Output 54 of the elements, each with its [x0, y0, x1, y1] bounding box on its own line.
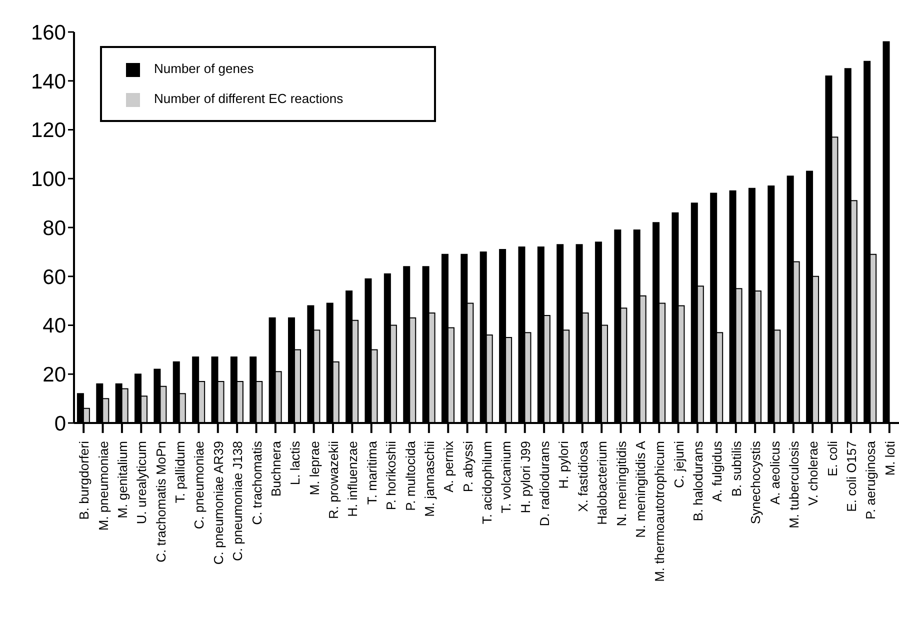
x-tick-label: U. urealyticum: [134, 441, 150, 524]
x-tick-label: T. volcanium: [498, 441, 514, 514]
x-tick-label: C. jejuni: [671, 440, 686, 488]
x-tick-label: P. horikoshii: [384, 440, 399, 510]
x-tick-label: A. fulgidus: [710, 440, 725, 502]
x-tick-label: H. influenzae: [345, 441, 360, 517]
x-tick-label: M. loti: [882, 440, 898, 476]
x-tick-label: Buchnera: [268, 440, 284, 497]
x-tick-label: R. prowazekii: [326, 440, 342, 520]
y-tick-label: 40: [42, 314, 66, 338]
x-tick-label: T. acidophilum: [480, 441, 494, 524]
x-tick-label: B. burgdorferi: [76, 440, 92, 520]
x-tick-label: X. fastidiosa: [575, 440, 590, 512]
y-tick-label: 160: [30, 21, 66, 44]
x-tick-label: P. abyssi: [460, 440, 476, 492]
y-tick-label: 140: [30, 70, 66, 94]
x-tick-label: M. jannaschii: [422, 440, 437, 517]
x-tick-label: B. halodurans: [690, 440, 706, 522]
y-tick-label: 120: [30, 119, 66, 142]
x-tick-label: T. maritima: [364, 440, 380, 505]
x-tick-label: E. coli: [824, 440, 840, 476]
x-tick-label: L. lactis: [288, 440, 303, 486]
y-tick-label: 100: [30, 168, 66, 192]
x-tick-label: Halobacterium: [594, 441, 610, 525]
x-tick-label: C. pneumoniae J138: [230, 441, 246, 561]
x-tick-label: M. leprae: [306, 441, 322, 496]
legend-label: Number of genes: [154, 61, 254, 76]
legend-label: Number of different EC reactions: [154, 91, 344, 106]
y-tick-label: 60: [42, 266, 66, 289]
y-tick-label: 80: [42, 216, 66, 240]
x-tick-label: N. meningitidis A: [632, 440, 648, 538]
x-tick-label: C. trachomatis: [249, 440, 264, 525]
x-tick-label: M. genitalium: [114, 441, 130, 518]
x-tick-label: C. trachomatis MoPn: [153, 441, 168, 562]
x-tick-label: Synechocystis: [748, 440, 764, 524]
x-tick-label: M. tuberculosis: [786, 440, 802, 528]
x-tick-label: E. coli O157: [844, 441, 860, 512]
x-tick-label: A. aeolicus: [767, 440, 782, 505]
y-tick-label: 0: [54, 412, 66, 436]
x-tick-label: N. meningitidis: [614, 440, 629, 526]
x-tick-label: C. pneumoniae: [192, 441, 207, 530]
y-tick-label: 20: [42, 364, 66, 387]
x-tick-label: M. pneumoniae: [96, 441, 111, 531]
x-tick-label: T. pallidum: [172, 441, 188, 504]
x-tick-label: H. pylori J99: [518, 441, 533, 514]
x-tick-label: A. pernix: [441, 440, 456, 492]
x-tick-label: P. multocida: [402, 440, 418, 511]
x-tick-label: M. thermoautotrophicum: [652, 441, 668, 582]
x-tick-label: D. radiodurans: [537, 440, 552, 526]
x-tick-label: V. cholerae: [806, 441, 821, 506]
x-tick-label: C. pneumoniae AR39: [210, 441, 226, 565]
x-tick-label: P. aeruginosa: [863, 440, 878, 520]
x-tick-label: B. subtilis: [728, 440, 744, 497]
x-tick-label: H. pylori: [556, 440, 572, 489]
